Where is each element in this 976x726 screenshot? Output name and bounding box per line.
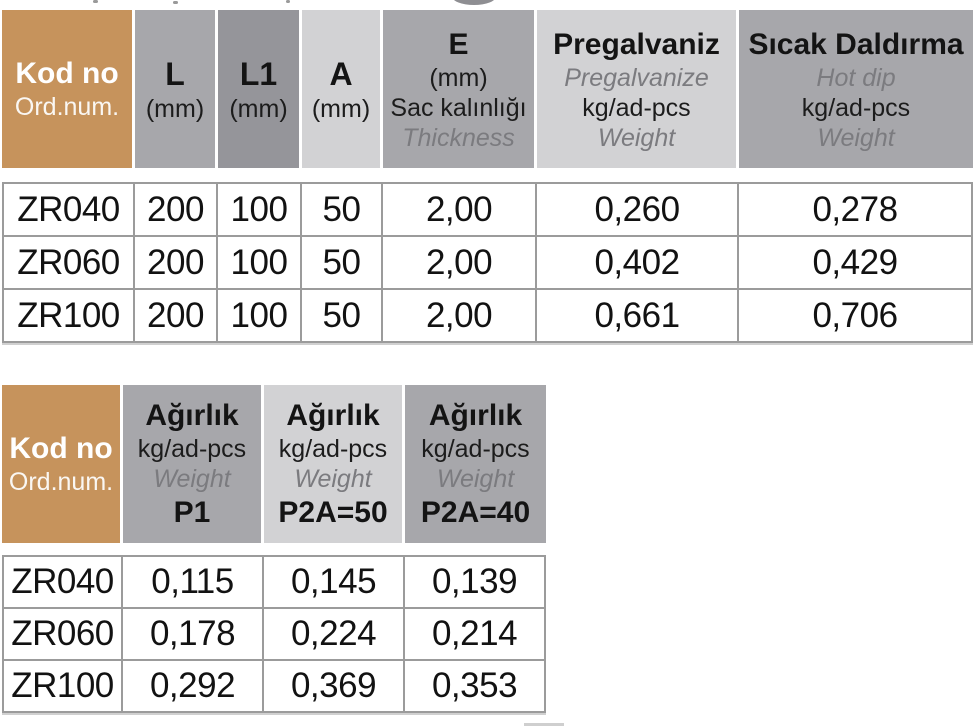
table-cell: 0,661 — [537, 290, 737, 341]
column-subtitle: Ord.num. — [14, 93, 120, 121]
column-label-en: Weight — [817, 123, 895, 152]
table2-header: Kod no Ord.num. Ağırlık kg/ad-pcs Weight… — [2, 385, 546, 543]
table-cell: ZR060 — [4, 237, 133, 288]
table1-header-cell-l1: L1 (mm) — [218, 10, 302, 168]
table-cell: 200 — [135, 237, 216, 288]
column-title: Sıcak Daldırma — [748, 27, 964, 61]
column-label-en: Weight — [153, 464, 231, 493]
column-unit: kg/ad-pcs — [801, 93, 911, 122]
column-title: Ağırlık — [145, 398, 239, 432]
table-cell: 0,224 — [264, 609, 403, 659]
column-unit: (mm) — [229, 95, 288, 123]
column-label-en: Weight — [294, 464, 372, 493]
table-cell: 0,402 — [537, 237, 737, 288]
column-title: Ağırlık — [286, 398, 380, 432]
table1-header-cell-a: A (mm) — [302, 10, 383, 168]
column-label-en: Weight — [436, 464, 515, 493]
table-cell: 100 — [218, 237, 300, 288]
table2-header-cell-p1: Ağırlık kg/ad-pcs Weight P1 — [123, 385, 264, 543]
column-title: A — [329, 56, 353, 92]
table-cell: 200 — [135, 184, 216, 235]
table1-header-cell-l: L (mm) — [135, 10, 218, 168]
table1-header-cell-sicak-daldirma: Sıcak Daldırma Hot dip kg/ad-pcs Weight — [739, 10, 973, 168]
table-cell: 0,292 — [123, 661, 262, 711]
column-label-tr: Sac kalınlığı — [390, 93, 527, 122]
cropped-content-artifact — [524, 723, 564, 726]
table-cell: ZR060 — [4, 609, 121, 659]
column-variant: P2A=50 — [278, 495, 388, 529]
column-unit: kg/ad-pcs — [421, 434, 530, 463]
table-cell: 50 — [302, 237, 381, 288]
table1-header-cell-pregalvaniz: Pregalvaniz Pregalvanize kg/ad-pcs Weigh… — [537, 10, 739, 168]
table2-header-cell-p2a50: Ağırlık kg/ad-pcs Weight P2A=50 — [264, 385, 405, 543]
column-unit: (mm) — [429, 63, 488, 92]
table-cell: 200 — [135, 290, 216, 341]
column-label-en: Pregalvanize — [564, 63, 709, 92]
column-unit: kg/ad-pcs — [278, 434, 388, 463]
table-cell: 100 — [218, 290, 300, 341]
table-cell: ZR040 — [4, 557, 121, 607]
table-cell: 0,278 — [739, 184, 971, 235]
column-unit: kg/ad-pcs — [137, 434, 247, 463]
table2-header-cell-kod-no: Kod no Ord.num. — [2, 385, 123, 543]
table-cell: 50 — [302, 184, 381, 235]
column-unit: (mm) — [311, 95, 371, 123]
table-cell: ZR100 — [4, 290, 133, 341]
cropped-text-artifact — [173, 1, 178, 4]
column-label-en: Hot dip — [816, 63, 896, 92]
table-cell: 2,00 — [383, 290, 535, 341]
table-cell: 0,115 — [123, 557, 262, 607]
table-cell: 0,214 — [405, 609, 544, 659]
column-variant: P1 — [173, 495, 211, 529]
column-label-en: Weight — [597, 123, 676, 152]
column-subtitle: Ord.num. — [8, 468, 114, 496]
table-cell: 0,178 — [123, 609, 262, 659]
table1-body: ZR040 200 100 50 2,00 0,260 0,278 ZR060 … — [2, 182, 973, 343]
table1-header: Kod no Ord.num. L (mm) L1 (mm) A (mm) E … — [2, 10, 973, 168]
column-title: Kod no — [15, 57, 119, 90]
column-title: Pregalvaniz — [553, 27, 720, 61]
column-unit: (mm) — [145, 95, 205, 123]
cropped-text-artifact — [93, 0, 98, 3]
table1-header-cell-kod-no: Kod no Ord.num. — [2, 10, 135, 168]
table-cell: ZR040 — [4, 184, 133, 235]
column-variant: P2A=40 — [420, 495, 531, 529]
table2-header-cell-p2a40: Ağırlık kg/ad-pcs Weight P2A=40 — [405, 385, 546, 543]
table-cell: 100 — [218, 184, 300, 235]
column-title: Kod no — [9, 432, 113, 465]
table-cell: 0,260 — [537, 184, 737, 235]
table-cell: 0,353 — [405, 661, 544, 711]
column-title: E — [448, 27, 469, 61]
table-cell: 2,00 — [383, 184, 535, 235]
column-label-en: Thickness — [402, 123, 515, 152]
table-cell: 0,706 — [739, 290, 971, 341]
table-cell: 2,00 — [383, 237, 535, 288]
column-title: L1 — [239, 56, 278, 92]
table-cell: 0,369 — [264, 661, 403, 711]
table2-body: ZR040 0,115 0,145 0,139 ZR060 0,178 0,22… — [2, 555, 546, 713]
table-cell: 0,429 — [739, 237, 971, 288]
column-title: L — [165, 56, 185, 92]
cropped-text-artifact — [286, 0, 290, 3]
table1-header-cell-e: E (mm) Sac kalınlığı Thickness — [383, 10, 537, 168]
cropped-circle-artifact — [452, 0, 496, 5]
table-cell: 0,139 — [405, 557, 544, 607]
column-title: Ağırlık — [428, 398, 523, 432]
table-cell: 0,145 — [264, 557, 403, 607]
table-cell: ZR100 — [4, 661, 121, 711]
table-cell: 50 — [302, 290, 381, 341]
column-unit: kg/ad-pcs — [582, 93, 691, 122]
